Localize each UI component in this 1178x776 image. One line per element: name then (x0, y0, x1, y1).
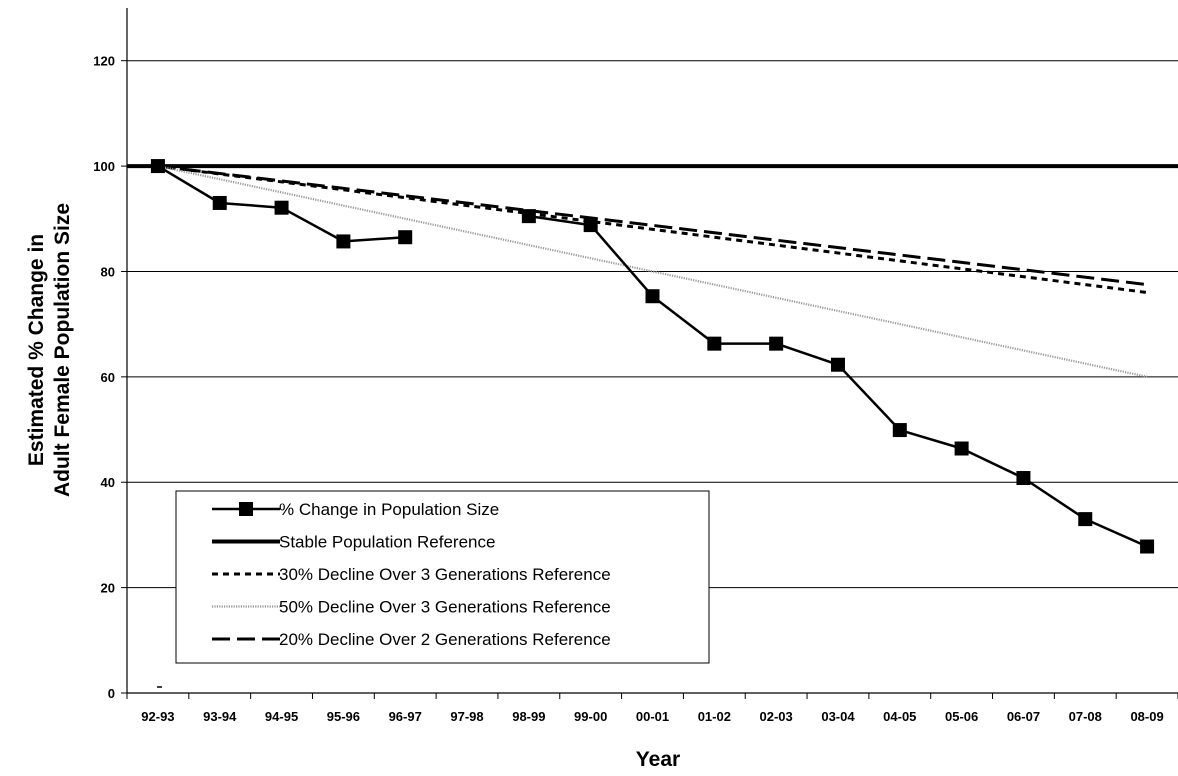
data-point-marker (398, 230, 413, 245)
legend-label: % Change in Population Size (279, 500, 499, 519)
legend-marker (239, 502, 253, 516)
legend-label: 30% Decline Over 3 Generations Reference (279, 565, 611, 584)
series (127, 159, 1178, 554)
legend-label: 50% Decline Over 3 Generations Reference (279, 598, 611, 617)
y-tick-label: 100 (93, 159, 115, 174)
data-point-marker (707, 336, 722, 351)
data-point-marker (521, 209, 536, 224)
x-tick-label: 01-02 (698, 709, 731, 724)
x-tick-label: 97-98 (450, 709, 483, 724)
data-point-marker (212, 195, 227, 210)
x-tick-label: 95-96 (327, 709, 360, 724)
data-point-marker (150, 159, 165, 174)
x-tick-label: 06-07 (1007, 709, 1040, 724)
y-tick-label: 120 (93, 54, 115, 69)
x-tick-label: 93-94 (203, 709, 237, 724)
x-tick-label: 08-09 (1130, 709, 1163, 724)
legend-box (175, 490, 710, 664)
x-tick-label: 04-05 (883, 709, 916, 724)
x-tick-label: 94-95 (265, 709, 298, 724)
legend: % Change in Population Size Stable Popula… (175, 490, 710, 664)
legend-label: 20% Decline Over 2 Generations Reference (279, 630, 611, 649)
y-tick-label: 0 (108, 686, 115, 701)
series-line (157, 165, 1148, 378)
y-axis-title-line-1: Estimated % Change in (25, 234, 48, 466)
series-line (157, 164, 1148, 294)
x-tick-label: 02-03 (760, 709, 793, 724)
data-point-marker (954, 441, 969, 456)
data-point-marker (1078, 512, 1093, 527)
data-point-marker (1140, 539, 1155, 554)
data-point-marker (274, 200, 289, 215)
x-tick-label: 07-08 (1069, 709, 1102, 724)
x-tick-label: 98-99 (512, 709, 545, 724)
data-point-marker (336, 234, 351, 249)
x-tick-label: 99-00 (574, 709, 607, 724)
data-point-marker (645, 289, 660, 304)
x-tick-label: 92-93 (141, 709, 174, 724)
data-point-marker (830, 357, 845, 372)
data-point-marker (583, 218, 598, 233)
data-point-marker (1016, 471, 1031, 486)
x-tick-label: 00-01 (636, 709, 669, 724)
x-tick-label: 03-04 (821, 709, 855, 724)
y-tick-label: 40 (101, 475, 115, 490)
y-tick-label: 80 (101, 264, 115, 279)
y-axis-title-line-2: Adult Female Population Size (51, 203, 74, 497)
legend-label: Stable Population Reference (279, 533, 495, 552)
x-tick-label: 96-97 (389, 709, 422, 724)
x-tick-label: 05-06 (945, 709, 978, 724)
data-point-marker (769, 336, 784, 351)
y-tick-label: 20 (101, 581, 115, 596)
axes: 0 20 40 60 80 100 120 92-93 93-94 94-95 95-96 96-97… (93, 8, 1178, 724)
data-point-marker (892, 423, 907, 438)
x-axis-title: Year (636, 748, 680, 771)
y-tick-label: 60 (101, 370, 115, 385)
